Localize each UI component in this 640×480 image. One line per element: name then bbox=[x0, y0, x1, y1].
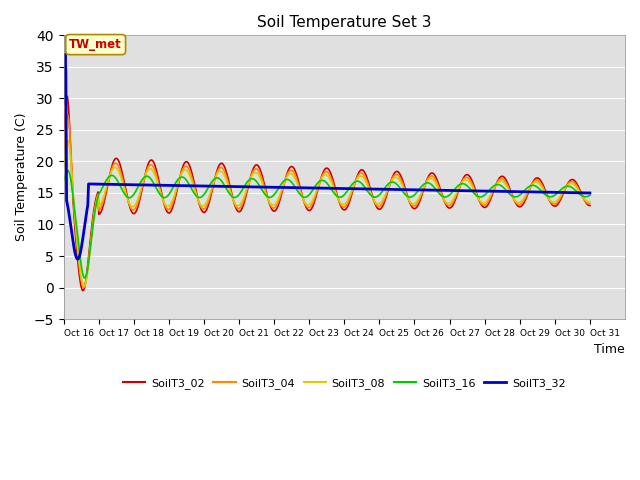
Text: TW_met: TW_met bbox=[69, 38, 122, 51]
Y-axis label: Soil Temperature (C): Soil Temperature (C) bbox=[15, 113, 28, 241]
Title: Soil Temperature Set 3: Soil Temperature Set 3 bbox=[257, 15, 431, 30]
X-axis label: Time: Time bbox=[595, 343, 625, 356]
Legend: SoilT3_02, SoilT3_04, SoilT3_08, SoilT3_16, SoilT3_32: SoilT3_02, SoilT3_04, SoilT3_08, SoilT3_… bbox=[118, 373, 570, 393]
